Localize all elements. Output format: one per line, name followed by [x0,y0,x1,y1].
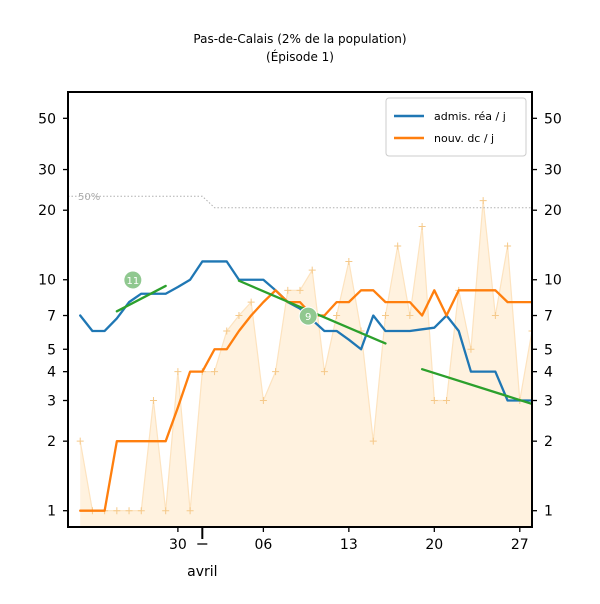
trend-line-2 [420,368,532,406]
chart-subtitle: (Épisode 1) [266,49,334,64]
legend-box [385,97,527,157]
raw-deaths-marker [149,397,157,405]
trend-label-badge [123,270,143,290]
raw-deaths-marker [406,312,414,320]
raw-deaths-marker [467,345,475,353]
x-tick-label: 06 [254,537,272,553]
trend-label-text: 9 [305,312,311,323]
y-tick-label-left: 2 [47,434,56,450]
month-label: avril [187,564,217,580]
raw-deaths-marker [162,507,170,515]
x-tick-label: 30 [169,537,187,553]
raw-deaths-marker [418,223,426,231]
raw-deaths-marker [528,327,532,335]
raw-deaths-marker [125,507,133,515]
raw-deaths-marker [394,242,402,250]
trend-label-text: 11 [126,276,139,287]
raw-deaths-area [80,200,532,527]
y-tick-label-left: 5 [47,342,56,358]
x-tick-label: 13 [340,537,358,553]
raw-deaths-marker [137,507,145,515]
y-tick-label-left: 7 [47,309,56,325]
raw-deaths-marker [247,298,255,306]
y-tick-label-left: 10 [38,273,56,289]
raw-deaths-marker [308,266,316,274]
legend-label-0: admis. réa / j [434,110,506,123]
raw-deaths-marker [296,286,304,294]
y-tick-label-right: 10 [544,273,562,289]
plot-frame [67,91,533,528]
y-tick-label-right: 50 [544,111,562,127]
plot-inner: 50% 11 9 [68,192,532,527]
y-tick-label-right: 2 [544,434,553,450]
raw-deaths-marker [369,437,377,445]
raw-deaths-marker [211,368,219,376]
raw-deaths-marker [443,397,451,405]
raw-deaths-marker [333,312,341,320]
raw-deaths-marker [345,257,353,265]
y-tick-label-right: 20 [544,203,562,219]
y-tick-label-right: 3 [544,394,553,410]
raw-deaths-marker [504,242,512,250]
raw-deaths-marker [381,312,389,320]
raw-deaths-marker [430,397,438,405]
x-tick-label: 20 [425,537,443,553]
raw-deaths-marker [235,312,243,320]
raw-deaths-marker [113,507,121,515]
raw-deaths-marker [284,286,292,294]
raw-deaths-marker [174,368,182,376]
chart-title: Pas-de-Calais (2% de la population) [193,32,406,46]
legend-label-1: nouv. dc / j [434,132,494,145]
trend-label-badge [298,306,318,326]
y-tick-label-left: 20 [38,203,56,219]
y-tick-label-left: 30 [38,163,56,179]
reference-line-50pct [68,195,532,209]
trend-line-0 [115,284,167,313]
y-tick-label-left: 1 [47,504,56,520]
raw-deaths-marker [76,437,84,445]
y-tick-label-left: 3 [47,394,56,410]
y-tick-label-right: 4 [544,365,553,381]
raw-deaths-marker [479,197,487,205]
raw-deaths-marker [491,312,499,320]
y-tick-label-right: 1 [544,504,553,520]
raw-deaths-marker [320,368,328,376]
reference-line-label: 50% [78,192,100,203]
raw-deaths-marker [223,327,231,335]
y-tick-label-left: 50 [38,111,56,127]
y-tick-label-right: 7 [544,309,553,325]
raw-deaths-marker [259,397,267,405]
raw-deaths-marker [272,368,280,376]
y-tick-label-left: 4 [47,365,56,381]
raw-deaths-line [79,200,532,512]
legend: admis. réa / j nouv. dc / j [385,97,527,157]
y-tick-label-right: 30 [544,163,562,179]
x-tick-label: 27 [511,537,529,553]
y-tick-label-right: 5 [544,342,553,358]
raw-deaths-marker [186,507,194,515]
